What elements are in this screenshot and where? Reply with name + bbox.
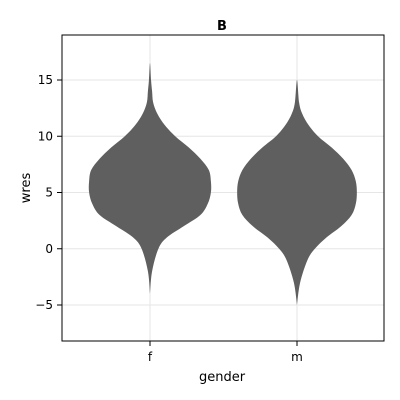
y-tick-label: −5 <box>35 298 53 312</box>
y-axis-label: wres <box>19 173 34 204</box>
y-tick-label: 10 <box>38 129 53 143</box>
x-tick-label-f: f <box>148 350 153 364</box>
x-tick-label-m: m <box>291 350 303 364</box>
x-axis-label: gender <box>199 370 246 385</box>
y-axis-ticks: −5 0 5 10 15 <box>35 73 62 312</box>
y-tick-label: 0 <box>45 242 53 256</box>
plot-frame <box>61 34 385 342</box>
y-tick-label: 15 <box>38 73 53 87</box>
violin-f <box>88 63 212 294</box>
y-tick-label: 5 <box>45 186 53 200</box>
violin-m <box>237 80 357 305</box>
chart-title: B <box>217 19 227 34</box>
violins <box>88 63 357 305</box>
